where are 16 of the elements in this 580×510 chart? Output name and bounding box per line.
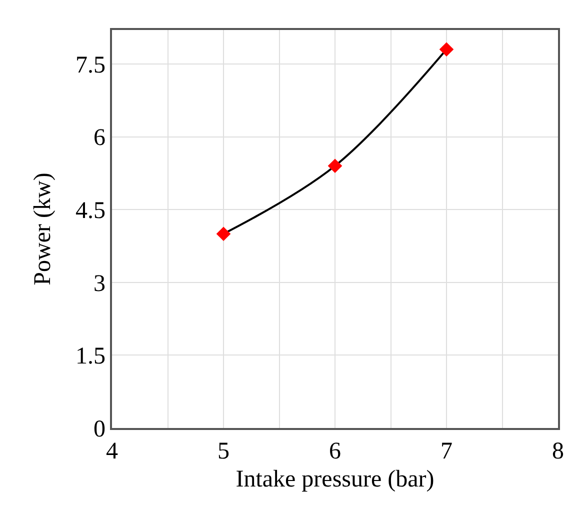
x-tick-label: 8 xyxy=(552,438,564,465)
y-tick-label: 6 xyxy=(93,125,106,152)
point xyxy=(328,158,342,174)
y-tick-label: 7.5 xyxy=(75,52,106,78)
y-tick-label: 4.5 xyxy=(75,198,106,224)
y-tick-label: 1.5 xyxy=(75,344,106,370)
y-axis-title: Power (kw) xyxy=(30,172,56,286)
y-tick-label: 3 xyxy=(93,270,106,297)
point xyxy=(216,226,231,241)
point xyxy=(439,42,454,57)
x-tick-label: 5 xyxy=(218,438,230,465)
x-tick-label: 7 xyxy=(440,438,452,465)
x-axis-title: Intake pressure (bar) xyxy=(236,466,434,492)
x-tick-label: 6 xyxy=(329,438,341,465)
x-tick-label: 4 xyxy=(106,438,118,465)
y-tick-label: 0 xyxy=(93,416,106,442)
